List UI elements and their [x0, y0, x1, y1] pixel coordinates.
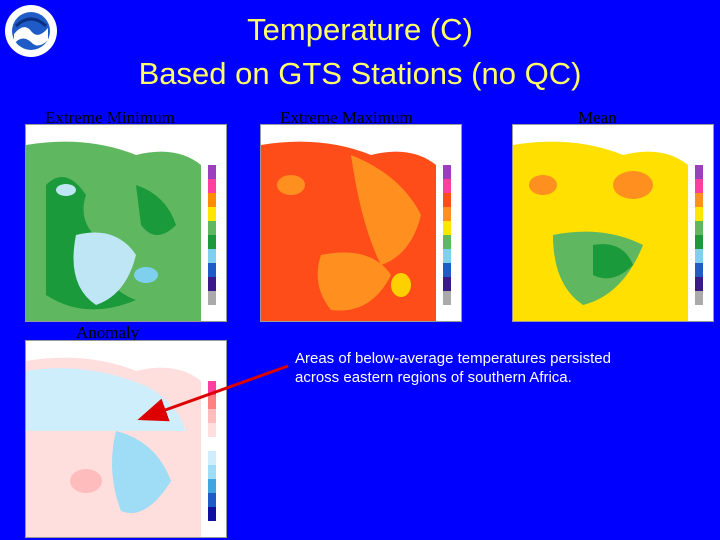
min-legend-bar — [208, 165, 216, 305]
mean-map — [512, 124, 714, 322]
extreme-maximum-label: Extreme Maximum — [280, 108, 413, 127]
caption-line-2: across eastern regions of southern Afric… — [295, 369, 572, 386]
extreme-minimum-map — [25, 124, 227, 322]
noaa-logo-icon — [4, 4, 58, 58]
caption-line-1: Areas of below-average temperatures pers… — [295, 350, 611, 367]
anomaly-legend-bar — [208, 381, 216, 521]
max-legend-bar — [443, 165, 451, 305]
caption-text: Areas of below-average temperatures pers… — [295, 349, 695, 387]
extreme-maximum-map — [260, 124, 462, 322]
slide-title-line-2: Based on GTS Stations (no QC) — [138, 56, 582, 91]
extreme-minimum-label: Extreme Minimum — [45, 108, 175, 127]
mean-legend-bar — [695, 165, 703, 305]
anomaly-map — [25, 340, 227, 538]
mean-label: Mean — [578, 108, 617, 127]
slide-title-line-1: Temperature (C) — [247, 12, 473, 47]
anomaly-label: Anomaly — [76, 323, 140, 342]
